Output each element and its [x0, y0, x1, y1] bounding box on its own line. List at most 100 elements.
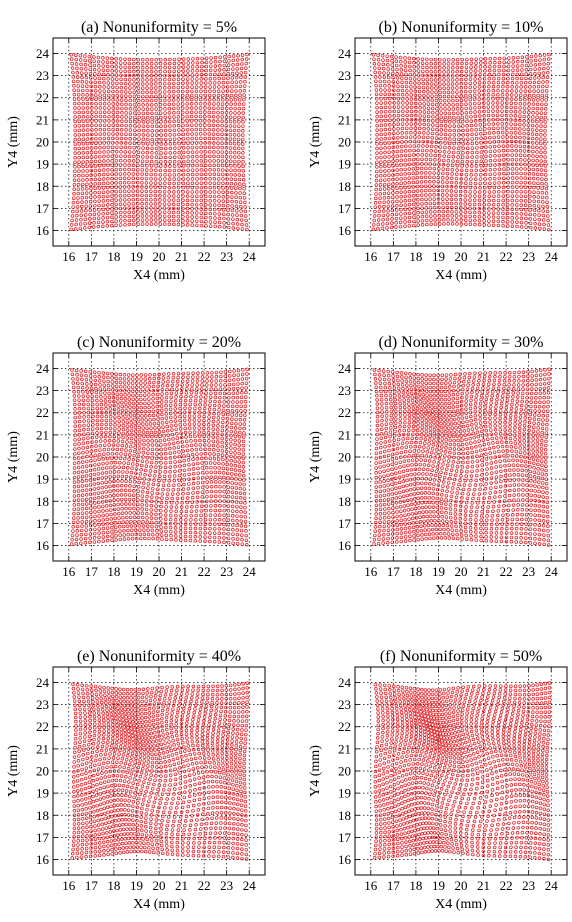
data-point — [448, 116, 451, 119]
data-point — [412, 181, 415, 184]
data-point — [478, 195, 481, 198]
data-point — [103, 111, 106, 114]
data-point — [200, 151, 203, 154]
data-point — [209, 532, 212, 535]
data-point — [107, 380, 110, 383]
data-point — [154, 203, 157, 206]
data-point — [86, 98, 89, 101]
data-point — [141, 206, 144, 209]
data-point — [123, 181, 126, 184]
data-point — [106, 191, 109, 194]
data-point — [125, 409, 128, 412]
data-point — [165, 408, 168, 411]
data-point — [94, 89, 97, 92]
data-point — [146, 156, 149, 159]
data-point — [179, 415, 182, 418]
data-point — [174, 535, 177, 538]
data-point — [77, 98, 80, 101]
data-point — [128, 168, 131, 171]
data-point — [130, 421, 133, 424]
data-point — [203, 115, 206, 118]
data-point — [177, 98, 180, 101]
data-point — [469, 98, 472, 101]
data-point — [409, 69, 412, 72]
data-point — [137, 490, 140, 493]
data-point — [543, 228, 546, 231]
data-point — [165, 530, 168, 533]
data-point — [186, 449, 189, 452]
data-point — [143, 394, 146, 397]
data-point — [87, 419, 90, 422]
data-point — [489, 159, 492, 162]
data-point — [214, 69, 217, 72]
data-point — [126, 425, 129, 428]
data-point — [430, 149, 433, 152]
y-tick-label: 17 — [36, 201, 50, 216]
data-point — [191, 220, 194, 223]
data-point — [530, 55, 533, 58]
data-point — [223, 486, 226, 489]
data-point — [396, 182, 399, 185]
data-point — [245, 534, 248, 537]
data-point — [520, 204, 523, 207]
data-point — [532, 168, 535, 171]
data-point — [164, 160, 167, 163]
data-point — [195, 224, 198, 227]
data-point — [208, 416, 211, 419]
data-point — [457, 116, 460, 119]
data-point — [115, 57, 118, 60]
data-point — [213, 462, 216, 465]
data-point — [475, 137, 478, 140]
data-point — [529, 77, 532, 80]
data-point — [531, 137, 534, 140]
data-point — [95, 387, 98, 390]
data-point — [212, 137, 215, 140]
data-point — [133, 87, 136, 90]
data-point — [466, 138, 469, 141]
data-point — [102, 462, 105, 465]
data-point — [242, 156, 245, 159]
data-point — [169, 142, 172, 145]
data-point — [448, 104, 451, 107]
data-point — [106, 204, 109, 207]
data-point — [120, 90, 123, 93]
data-point — [380, 128, 383, 131]
data-point — [134, 446, 137, 449]
data-point — [543, 58, 546, 61]
data-point — [406, 114, 409, 117]
data-point — [142, 112, 145, 115]
data-point — [498, 154, 501, 157]
data-point — [106, 65, 109, 68]
data-point — [388, 128, 391, 131]
data-point — [130, 429, 133, 432]
data-point — [109, 408, 112, 411]
data-point — [173, 70, 176, 73]
data-point — [434, 223, 437, 226]
data-point — [179, 403, 182, 406]
data-point — [217, 111, 220, 114]
data-point — [489, 177, 492, 180]
data-point — [227, 537, 230, 540]
data-point — [105, 490, 108, 493]
data-point — [416, 190, 419, 193]
data-point — [115, 452, 118, 455]
data-point — [405, 136, 408, 139]
data-point — [109, 504, 112, 507]
data-point — [444, 137, 447, 140]
data-point — [77, 503, 80, 506]
data-point — [181, 111, 184, 114]
data-point — [213, 527, 216, 530]
data-point — [457, 129, 460, 132]
data-point — [122, 466, 125, 469]
data-point — [168, 443, 171, 446]
data-point — [72, 71, 75, 74]
data-point — [408, 212, 411, 215]
data-point — [77, 485, 80, 488]
data-point — [236, 533, 239, 536]
data-point — [235, 501, 238, 504]
data-point — [182, 450, 185, 453]
data-point — [456, 91, 459, 94]
data-point — [113, 503, 116, 506]
data-point — [538, 223, 541, 226]
data-point — [483, 186, 486, 189]
